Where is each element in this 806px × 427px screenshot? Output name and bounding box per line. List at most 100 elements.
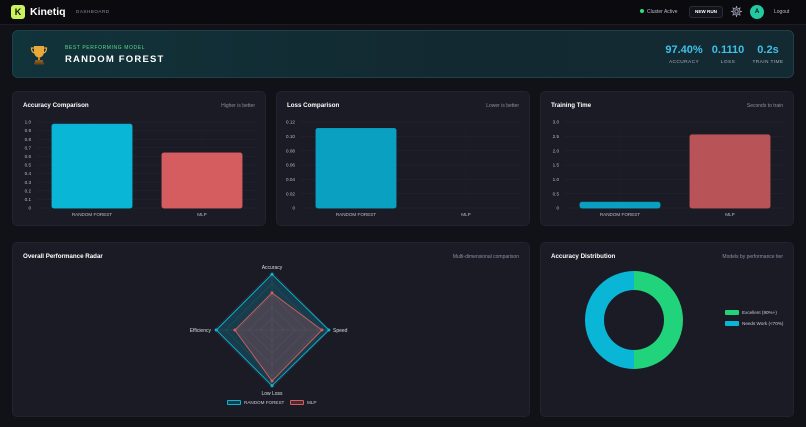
- new-run-button[interactable]: NEW RUN: [689, 6, 723, 18]
- y-tick-label: 1.5: [553, 163, 560, 168]
- loss-metric-value: 0.1110: [711, 44, 745, 56]
- x-tick-label: RANDOM FOREST: [600, 212, 641, 217]
- y-tick-label: 0.04: [286, 177, 295, 182]
- legend-swatch: [227, 400, 241, 405]
- card-subtitle: Models by performance tier: [722, 254, 783, 260]
- radar-point: [214, 328, 218, 332]
- donut-slice-0: [634, 271, 683, 369]
- bar-0: [51, 123, 133, 209]
- brand-name[interactable]: Kinetiq: [30, 6, 66, 18]
- bar-1: [161, 152, 243, 209]
- legend-label: Excellent (90%+): [742, 310, 777, 315]
- x-tick-label: RANDOM FOREST: [336, 212, 377, 217]
- y-tick-label: 0.3: [25, 180, 32, 185]
- logout-link[interactable]: Logout: [774, 9, 790, 15]
- hero-eyebrow: BEST PERFORMING MODEL: [65, 45, 146, 51]
- radar-point: [270, 384, 274, 388]
- y-tick-label: 0.06: [286, 163, 295, 168]
- y-tick-label: 2.0: [553, 148, 560, 153]
- nav-dashboard-link[interactable]: DASHBOARD: [76, 9, 110, 14]
- bar-1: [689, 134, 771, 209]
- card-title: Training Time: [551, 102, 592, 109]
- loss-comparison-card: Loss Comparison Lower is better 0 0.02 0.0…: [276, 91, 530, 226]
- accuracy-comparison-card: Accuracy Comparison Higher is better 0 0.…: [12, 91, 266, 226]
- y-tick-label: 1.0: [553, 177, 560, 182]
- accuracy-distribution-card: Accuracy Distribution Models by performa…: [540, 242, 794, 417]
- card-subtitle: Higher is better: [221, 103, 255, 109]
- legend-excellent[interactable]: Excellent (90%+): [725, 310, 777, 315]
- radar-point: [270, 272, 274, 276]
- y-tick-label: 0.7: [25, 145, 32, 150]
- loss-metric-label: LOSS: [720, 60, 736, 65]
- x-tick-label: RANDOM FOREST: [72, 212, 113, 217]
- legend-mlp[interactable]: MLP: [290, 400, 316, 405]
- card-title: Accuracy Comparison: [23, 102, 89, 109]
- best-model-banner: BEST PERFORMING MODEL RANDOM FOREST 97.4…: [12, 30, 794, 78]
- train-time-metric-label: TRAIN TIME: [752, 60, 784, 65]
- y-tick-label: 0.10: [286, 134, 295, 139]
- bar-0: [579, 201, 661, 209]
- legend-label: Needs Work (<70%): [742, 321, 784, 326]
- legend-swatch: [290, 400, 304, 405]
- train-time-metric-value: 0.2s: [757, 44, 779, 56]
- best-model-name: RANDOM FOREST: [65, 54, 165, 65]
- bar-0: [315, 127, 397, 209]
- radar-point: [270, 379, 274, 383]
- logo-icon: K: [11, 5, 25, 19]
- y-tick-label: 0.5: [25, 163, 32, 168]
- y-tick-label: 0.2: [25, 188, 32, 193]
- accuracy-metric-value: 97.40%: [665, 44, 703, 56]
- y-tick-label: 2.5: [553, 134, 560, 139]
- radar-point: [320, 328, 324, 332]
- y-tick-label: 0.8: [25, 137, 32, 142]
- training-time-bar-chart: 0 0.5 1.0 1.5 2.0 2.5 3.0 RANDOM FOREST MLP: [553, 120, 785, 217]
- radar-point: [327, 328, 331, 332]
- donut-slice-1: [585, 271, 634, 369]
- legend-random-forest[interactable]: RANDOM FOREST: [227, 400, 284, 405]
- card-subtitle: Multi-dimensional comparison: [452, 254, 519, 260]
- legend-swatch: [725, 310, 739, 315]
- accuracy-metric-label: ACCURACY: [668, 60, 700, 65]
- accuracy-bar-chart: 0 0.1 0.2 0.3 0.4 0.5 0.6 0.7 0.8 0.9 1.0 RANDOM FO…: [25, 120, 257, 217]
- y-tick-label: 0.12: [286, 120, 295, 125]
- training-time-card: Training Time Seconds to train 0 0.5 1.0 1.…: [540, 91, 794, 226]
- x-tick-label: MLP: [725, 212, 734, 217]
- performance-radar-chart: Accuracy Speed Low Loss Efficiency: [190, 265, 348, 397]
- radar-axis-label: Low Loss: [261, 391, 283, 397]
- x-tick-label: MLP: [461, 212, 470, 217]
- y-tick-label: 0.02: [286, 191, 295, 196]
- radar-axis-label: Speed: [333, 328, 348, 334]
- radar-axis-label: Efficiency: [190, 328, 212, 334]
- accuracy-donut-chart: [585, 271, 683, 369]
- radar-point: [233, 328, 237, 332]
- card-subtitle: Seconds to train: [746, 103, 783, 109]
- radar-axis-label: Accuracy: [262, 265, 283, 271]
- y-tick-label: 0: [28, 206, 31, 211]
- card-title: Overall Performance Radar: [23, 253, 103, 260]
- performance-radar-card: Overall Performance Radar Multi-dimensio…: [12, 242, 530, 417]
- card-subtitle: Lower is better: [486, 103, 519, 109]
- y-tick-label: 0.4: [25, 171, 32, 176]
- gear-icon[interactable]: [730, 5, 743, 18]
- loss-bar-chart: 0 0.02 0.04 0.06 0.08 0.10 0.12 RANDOM FOREST ML…: [286, 120, 521, 217]
- legend-label: RANDOM FOREST: [244, 400, 285, 405]
- trophy-icon: [30, 46, 48, 65]
- y-tick-label: 0.5: [553, 191, 560, 196]
- x-tick-label: MLP: [197, 212, 206, 217]
- radar-point: [270, 291, 274, 295]
- cluster-status-label: Cluster Active: [647, 9, 678, 15]
- y-tick-label: 0: [292, 206, 295, 211]
- y-tick-label: 3.0: [553, 120, 560, 125]
- y-tick-label: 1.0: [25, 120, 32, 125]
- avatar[interactable]: A: [750, 5, 764, 19]
- y-tick-label: 0.6: [25, 154, 32, 159]
- card-title: Loss Comparison: [287, 102, 340, 109]
- legend-needs-work[interactable]: Needs Work (<70%): [725, 321, 783, 326]
- cluster-status: Cluster Active: [640, 9, 678, 15]
- card-title: Accuracy Distribution: [551, 253, 616, 260]
- top-nav: K Kinetiq DASHBOARD Cluster Active NEW R…: [0, 0, 806, 25]
- y-tick-label: 0: [556, 206, 559, 211]
- legend-label: MLP: [307, 400, 317, 405]
- status-dot-icon: [640, 9, 644, 13]
- legend-swatch: [725, 321, 739, 326]
